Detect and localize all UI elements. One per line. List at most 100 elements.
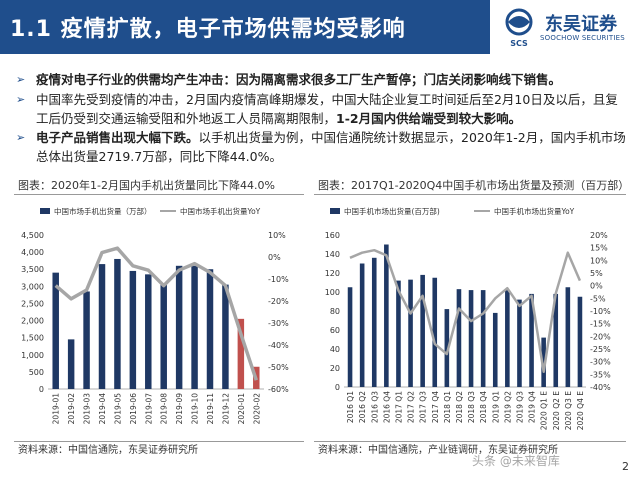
title-bar: 1.1 疫情扩散，电子市场供需均受影响 [0, 0, 490, 54]
x-tick-label: 2017 Q1 [394, 391, 403, 423]
x-tick-label: 2018 Q4 [479, 391, 488, 423]
bar [541, 337, 546, 387]
x-tick-label: 2019-04 [98, 393, 107, 425]
x-tick-label: 2019 Q3 [515, 391, 524, 423]
y-left-tick-label: 60 [330, 326, 340, 335]
x-tick-label: 2019-09 [175, 393, 184, 425]
y-right-tick-label: -30% [590, 358, 611, 367]
x-tick-label: 2019 Q2 [503, 391, 512, 423]
left-chart-panel: 图表：2020年1-2月国内手机出货量同比下降44.0% 中国市场手机出货量（万… [14, 177, 304, 462]
bar [396, 280, 401, 387]
x-tick-label: 2019-07 [144, 393, 153, 425]
bar [505, 290, 510, 387]
y-left-tick-label: 2,000 [21, 317, 44, 326]
x-tick-label: 2018 Q3 [467, 391, 476, 423]
bullet-item: ➢ 电子产品销售出现大幅下跌。以手机出货量为例，中国信通院统计数据显示，2020年… [14, 128, 626, 166]
x-tick-label: 2016 Q4 [382, 391, 391, 423]
page-number: 2 [622, 460, 629, 473]
bullet-item: ➢ 中国率先受到疫情的冲击，2月国内疫情高峰期爆发，中国大陆企业复工时间延后至2月… [14, 90, 626, 128]
logo-mark: SCS [505, 8, 533, 48]
x-tick-label: 2019-06 [129, 393, 138, 425]
y-right-tick-label: -60% [268, 385, 289, 394]
x-tick-label: 2019-12 [221, 393, 230, 425]
x-tick-label: 2020 Q1 E [540, 391, 549, 431]
yoy-line [349, 248, 582, 374]
y-left-tick-label: 160 [325, 231, 340, 240]
y-left-tick-label: 100 [325, 288, 340, 297]
x-tick-label: 2020 Q3 E [564, 391, 573, 431]
bar [432, 277, 438, 387]
y-left-tick-label: 20 [330, 364, 340, 373]
bar [114, 258, 121, 389]
bar [191, 265, 198, 389]
x-tick-label: 2016 Q1 [346, 391, 355, 423]
page-title: 1.1 疫情扩散，电子市场供需均受影响 [10, 17, 406, 42]
right-chart-title: 图表：2017Q1-2020Q4中国手机市场出货量及预测（百万部） [314, 177, 629, 195]
y-left-tick-label: 0 [39, 385, 44, 394]
x-tick-label: 2019-08 [160, 393, 169, 425]
y-right-tick-label: -15% [590, 320, 611, 329]
x-tick-label: 2017 Q4 [431, 391, 440, 423]
bar [565, 287, 571, 387]
x-tick-label: 2019-01 [52, 393, 61, 425]
watermark: 头条 @未来智库 [472, 454, 560, 468]
y-right-tick-label: 20% [590, 231, 608, 240]
y-left-tick-label: 3,500 [21, 265, 44, 274]
bar [517, 299, 522, 387]
y-right-tick-label: -35% [590, 370, 611, 379]
x-tick-label: 2020 Q4 E [576, 391, 585, 431]
x-tick-label: 2019-03 [83, 393, 92, 425]
legend-bar-swatch [330, 208, 340, 214]
bar [492, 312, 498, 387]
y-right-tick-label: 0% [268, 253, 281, 262]
left-chart-title: 图表：2020年1-2月国内手机出货量同比下降44.0% [14, 177, 304, 195]
left-chart-source: 资料来源：中国信通院，东吴证券研究所 [14, 441, 304, 459]
y-right-tick-label: 10% [268, 231, 286, 240]
y-left-tick-label: 3,000 [21, 282, 44, 291]
y-left-tick-label: 0 [335, 383, 340, 392]
bar [237, 318, 245, 389]
right-chart-source: 资料来源：中国信通院，产业链调研，东吴证券研究所 [314, 441, 626, 459]
y-right-tick-label: -40% [268, 341, 289, 350]
x-tick-label: 2020-02 [252, 393, 261, 425]
y-left-tick-label: 2,500 [21, 299, 44, 308]
y-right-tick-label: -50% [268, 363, 289, 372]
bar [371, 257, 377, 387]
x-tick-label: 2019-11 [206, 393, 215, 425]
yoy-line [54, 246, 258, 381]
legend-line-label: 中国手机市场出货量YoY [494, 206, 575, 216]
x-tick-label: 2020 Q2 E [552, 391, 561, 431]
bar [67, 339, 75, 389]
legend-bar-label: 中国手机市场出货量(百万部) [344, 206, 440, 216]
bar [83, 291, 90, 389]
y-right-tick-label: -10% [590, 307, 611, 316]
y-right-tick-label: 10% [590, 256, 608, 265]
logo-subtitle: SOOCHOW SECURITIES [540, 34, 625, 42]
y-left-tick-label: 4,000 [21, 248, 44, 257]
bar [529, 293, 534, 387]
bar [175, 265, 183, 389]
x-tick-label: 2016 Q3 [370, 391, 379, 423]
bullet-arrow-icon: ➢ [16, 73, 26, 86]
x-tick-label: 2019-02 [67, 393, 76, 425]
bar [98, 264, 106, 389]
bar [347, 287, 353, 387]
y-left-tick-label: 500 [29, 368, 44, 377]
x-tick-label: 2017 Q2 [407, 391, 416, 423]
y-right-tick-label: -40% [590, 383, 611, 392]
x-tick-label: 2019-05 [113, 393, 122, 425]
x-tick-label: 2017 Q3 [419, 391, 428, 423]
y-right-tick-label: 5% [590, 269, 603, 278]
legend-line-label: 中国市场手机出货量YoY [180, 206, 261, 216]
bar [468, 290, 474, 387]
x-tick-label: 2016 Q2 [358, 391, 367, 423]
y-left-tick-label: 120 [325, 269, 340, 278]
bar [160, 284, 167, 389]
bullet-text: 疫情对电子行业的供需均产生冲击：因为隔离需求很多工厂生产暂停；门店关闭影响线下销… [36, 72, 562, 87]
x-tick-label: 2019 Q4 [528, 391, 537, 423]
right-chart-panel: 图表：2017Q1-2020Q4中国手机市场出货量及预测（百万部） 中国手机市场… [314, 177, 629, 462]
x-tick-label: 2018 Q2 [455, 391, 464, 423]
y-right-tick-label: -20% [268, 297, 289, 306]
bar [384, 244, 389, 387]
bar [444, 309, 450, 387]
